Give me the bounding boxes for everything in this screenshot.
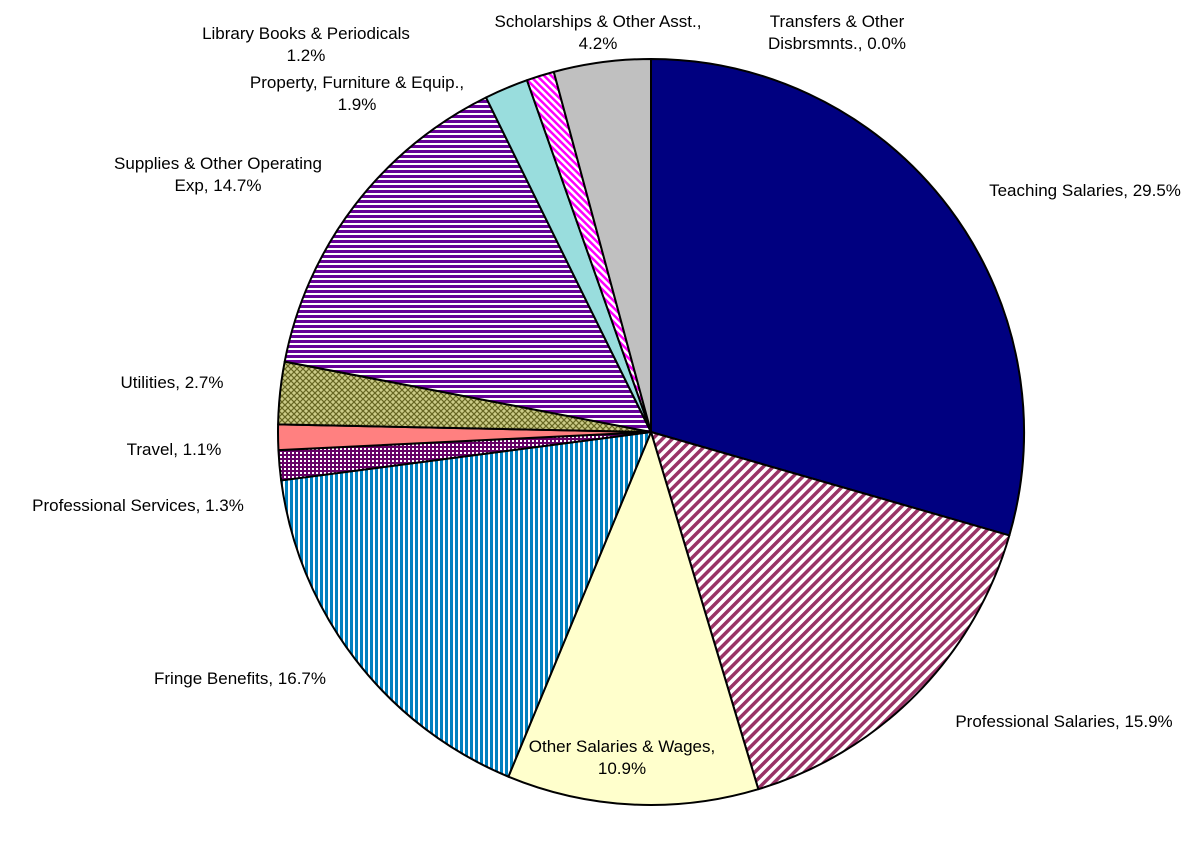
slice-label-5: Travel, 1.1% bbox=[127, 440, 222, 459]
slice-label-line: Fringe Benefits, 16.7% bbox=[154, 669, 326, 688]
slice-label-line: Teaching Salaries, 29.5% bbox=[989, 181, 1181, 200]
slice-label-1: Professional Salaries, 15.9% bbox=[955, 712, 1172, 731]
slice-label-11: Transfers & Other Disbrsmnts., 0.0% bbox=[768, 12, 906, 53]
slice-label-line: Exp, 14.7% bbox=[175, 176, 262, 195]
slice-label-10: Scholarships & Other Asst., 4.2% bbox=[495, 12, 702, 53]
slice-label-line: Disbrsmnts., 0.0% bbox=[768, 34, 906, 53]
slice-label-8: Property, Furniture & Equip., 1.9% bbox=[250, 73, 464, 114]
slice-label-2: Other Salaries & Wages, 10.9% bbox=[529, 737, 715, 778]
slice-label-line: Utilities, 2.7% bbox=[121, 373, 224, 392]
slice-label-line: Travel, 1.1% bbox=[127, 440, 222, 459]
slice-label-0: Teaching Salaries, 29.5% bbox=[989, 181, 1181, 200]
slice-label-line: Professional Services, 1.3% bbox=[32, 496, 244, 515]
slice-label-7: Supplies & Other Operating Exp, 14.7% bbox=[114, 154, 322, 195]
slice-label-line: 1.2% bbox=[287, 46, 326, 65]
slice-label-line: 4.2% bbox=[579, 34, 618, 53]
slice-label-line: Other Salaries & Wages, bbox=[529, 737, 715, 756]
slice-label-6: Utilities, 2.7% bbox=[121, 373, 224, 392]
slice-label-9: Library Books & Periodicals 1.2% bbox=[202, 24, 410, 65]
slice-label-line: Professional Salaries, 15.9% bbox=[955, 712, 1172, 731]
slice-label-line: Property, Furniture & Equip., bbox=[250, 73, 464, 92]
pie-slice-7 bbox=[283, 96, 652, 433]
pie-slice-3 bbox=[280, 431, 652, 778]
slice-label-line: 10.9% bbox=[598, 759, 646, 778]
pie-slice-1 bbox=[650, 431, 1011, 791]
pie-slice-0 bbox=[650, 58, 1025, 537]
slice-label-line: Supplies & Other Operating bbox=[114, 154, 322, 173]
slice-label-line: Transfers & Other bbox=[770, 12, 905, 31]
pie-slice-10 bbox=[552, 58, 652, 433]
slice-label-line: Library Books & Periodicals bbox=[202, 24, 410, 43]
slice-label-line: 1.9% bbox=[338, 95, 377, 114]
pie-slice-2 bbox=[507, 431, 760, 806]
slice-label-4: Professional Services, 1.3% bbox=[32, 496, 244, 515]
slice-label-line: Scholarships & Other Asst., bbox=[495, 12, 702, 31]
slice-label-3: Fringe Benefits, 16.7% bbox=[154, 669, 326, 688]
